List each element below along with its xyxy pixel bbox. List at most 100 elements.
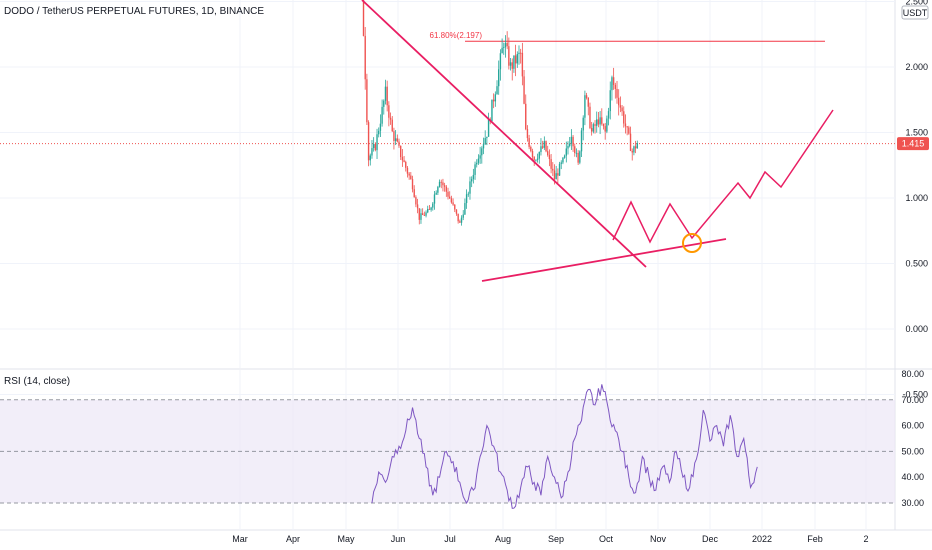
- candle-body: [366, 79, 368, 123]
- fib-level-label: 61.80%(2.197): [430, 31, 483, 40]
- candle-body: [421, 213, 424, 215]
- time-axis[interactable]: Mar Apr May Jun Jul Aug Sep Oct Nov Dec 2022 Feb 2: [232, 534, 868, 544]
- candle-body: [521, 52, 524, 77]
- price-axis[interactable]: 5.0004.5004.0003.5003.0002.5002.0001.500…: [902, 0, 928, 400]
- rsi-tick-label: 60.00: [901, 421, 924, 431]
- highlight-circle: [682, 233, 702, 253]
- candle-body: [415, 197, 417, 205]
- time-tick-label: Nov: [650, 534, 667, 544]
- candle-body: [636, 143, 638, 149]
- candle-body: [619, 105, 622, 108]
- candle-body: [568, 143, 571, 146]
- candle-body: [611, 77, 613, 91]
- candle-body: [394, 138, 397, 141]
- candle-body: [609, 90, 611, 112]
- rsi-title: RSI (14, close): [4, 376, 70, 387]
- time-tick-label: Aug: [495, 534, 511, 544]
- candle-body: [432, 203, 434, 208]
- candle-body: [499, 53, 502, 70]
- candle-body: [443, 185, 446, 187]
- rsi-tick-label: 50.00: [901, 446, 924, 456]
- candle-body: [430, 207, 432, 210]
- candle-body: [440, 181, 442, 183]
- candle-body: [464, 203, 466, 215]
- candle-body: [563, 155, 566, 158]
- candle-body: [543, 141, 546, 148]
- rsi-axis[interactable]: 80.00 70.00 60.00 50.00 40.00 30.00: [901, 369, 924, 508]
- candle-body: [514, 55, 517, 64]
- candle-body: [538, 152, 540, 159]
- candle-body: [528, 138, 530, 147]
- fibonacci-retracement[interactable]: 0.00%(4.516)23.60%(3.631)38.20%(3.083)61…: [430, 0, 825, 42]
- candle-body: [567, 145, 569, 149]
- candle-body: [496, 86, 498, 95]
- candle-body: [628, 127, 630, 134]
- candle-body: [374, 144, 377, 151]
- candle-body: [438, 181, 441, 187]
- time-tick-label: Jun: [391, 534, 406, 544]
- candle-body: [623, 111, 625, 124]
- candle-body: [364, 35, 366, 80]
- candle-body: [494, 94, 497, 102]
- price-tick-label: 1.000: [905, 193, 928, 203]
- candle-body: [481, 148, 483, 156]
- candle-body: [541, 146, 544, 148]
- candle-body: [472, 174, 475, 180]
- candle-body: [418, 208, 420, 220]
- candle-body: [607, 111, 610, 119]
- candlestick-series: [362, 0, 638, 226]
- candle-body: [450, 198, 453, 203]
- current-price-label: 1.415: [902, 139, 925, 149]
- candle-body: [533, 156, 535, 161]
- candle-body: [604, 126, 606, 132]
- time-tick-label: Jul: [444, 534, 456, 544]
- price-tick-label: 0.000: [905, 324, 928, 334]
- price-tick-label: -0.500: [902, 390, 928, 400]
- candle-body: [491, 99, 493, 122]
- rsi-tick-label: 30.00: [901, 498, 924, 508]
- currency-box[interactable]: [901, 5, 929, 20]
- candle-body: [560, 162, 562, 164]
- candle-body: [597, 119, 600, 125]
- candle-body: [389, 117, 392, 120]
- candle-body: [435, 192, 437, 195]
- candle-body: [577, 152, 579, 163]
- candle-body: [558, 163, 561, 176]
- candle-body: [462, 214, 464, 218]
- candle-body: [399, 145, 402, 158]
- candle-body: [388, 105, 390, 118]
- projection-path: [612, 109, 834, 244]
- candle-body: [590, 128, 593, 132]
- candle-body: [383, 100, 385, 107]
- candle-body: [476, 162, 478, 165]
- main-pane[interactable]: [0, 0, 895, 368]
- candle-body: [523, 76, 525, 104]
- candle-body: [369, 155, 371, 161]
- candle-body: [376, 134, 378, 151]
- candle-body: [362, 0, 365, 36]
- candle-body: [498, 69, 500, 87]
- candle-body: [536, 158, 539, 160]
- candle-body: [629, 133, 632, 151]
- candle-body: [411, 179, 414, 190]
- candle-body: [381, 106, 383, 124]
- candle-body: [452, 202, 454, 205]
- price-tick-label: 1.500: [905, 128, 928, 138]
- time-tick-label: May: [337, 534, 355, 544]
- candle-body: [406, 167, 409, 174]
- candle-body: [469, 181, 471, 194]
- candle-body: [557, 173, 559, 176]
- candle-body: [582, 117, 584, 131]
- candle-body: [506, 42, 508, 47]
- candle-body: [631, 150, 633, 153]
- time-tick-label: Apr: [286, 534, 300, 544]
- candle-body: [396, 138, 399, 142]
- candle-body: [379, 123, 382, 131]
- candle-body: [574, 146, 576, 153]
- candle-body: [492, 99, 495, 102]
- rsi-line: [371, 384, 758, 509]
- candle-body: [589, 106, 591, 129]
- trend-drawings[interactable]: [361, 0, 834, 282]
- time-tick-label: Sep: [548, 534, 564, 544]
